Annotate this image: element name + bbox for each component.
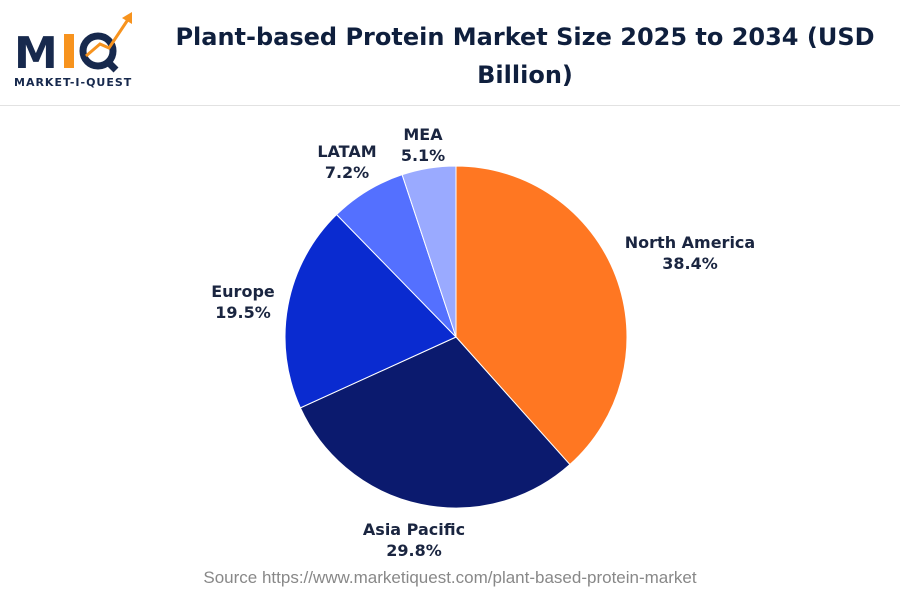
- svg-text:M: M: [14, 28, 58, 79]
- pie-slice-mea: [401, 165, 457, 338]
- pie-slice-europe: [284, 213, 457, 409]
- slice-value: 5.1%: [401, 146, 445, 165]
- source-text: Source https://www.marketiquest.com/plan…: [203, 568, 697, 587]
- slice-label: North America: [625, 233, 755, 252]
- slice-label: LATAM: [317, 142, 376, 161]
- slice-label: MEA: [403, 125, 443, 144]
- slice-value: 19.5%: [215, 303, 271, 322]
- slice-value: 29.8%: [386, 541, 442, 560]
- slice-label: Europe: [211, 282, 275, 301]
- slice-value: 7.2%: [325, 163, 369, 182]
- chart-title: Plant-based Protein Market Size 2025 to …: [175, 23, 875, 89]
- slice-label: Asia Pacific: [363, 520, 465, 539]
- pie-slice-asia-pacific: [299, 336, 571, 509]
- logo: M: [14, 12, 132, 79]
- logo-tagline: MARKET-I-QUEST: [14, 76, 133, 89]
- divider: [0, 105, 900, 106]
- pie-slice-north-america: [455, 165, 628, 466]
- slice-value: 38.4%: [662, 254, 718, 273]
